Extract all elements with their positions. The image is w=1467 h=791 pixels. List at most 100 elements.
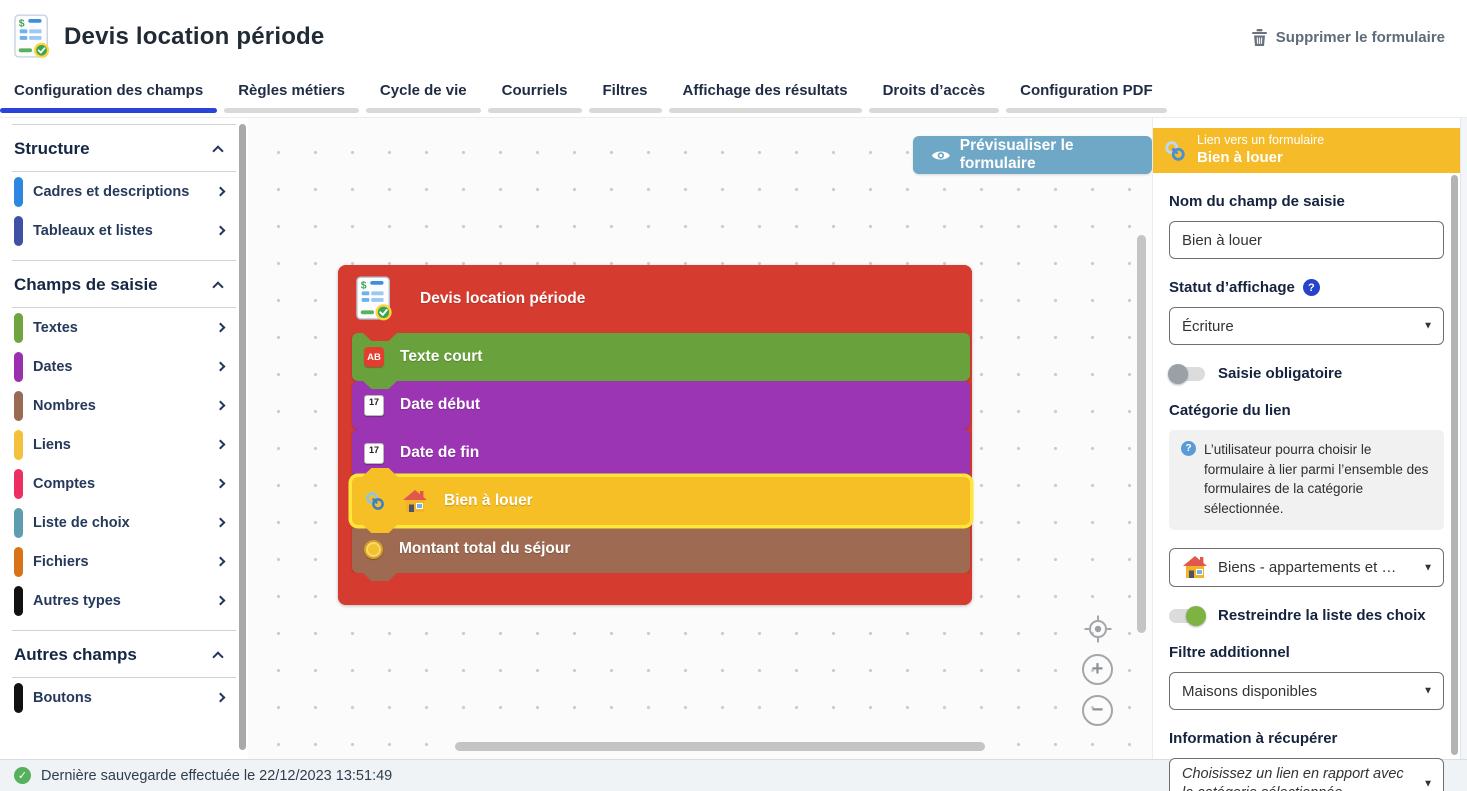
required-toggle-row: Saisie obligatoire bbox=[1168, 363, 1444, 384]
scrollbar-thumb[interactable] bbox=[1137, 235, 1146, 633]
caret-down-icon: ▼ bbox=[1423, 778, 1433, 790]
sidebar-item-cadres-et-descriptions[interactable]: Cadres et descriptions bbox=[10, 172, 238, 211]
sidebar-item-nombres[interactable]: Nombres bbox=[10, 386, 238, 425]
chevron-up-icon bbox=[212, 651, 224, 663]
status-select[interactable]: Écriture ▼ bbox=[1169, 307, 1444, 345]
chevron-right-icon bbox=[215, 225, 226, 236]
svg-text:$: $ bbox=[361, 281, 367, 292]
tab-affichage-des-resultats[interactable]: Affichage des résultats bbox=[668, 74, 862, 113]
form-invoice-icon: $ bbox=[14, 14, 50, 58]
tab-cycle-de-vie[interactable]: Cycle de vie bbox=[365, 74, 481, 113]
required-toggle[interactable] bbox=[1168, 363, 1205, 384]
category-select[interactable]: Biens - appartements et … ▼ bbox=[1169, 548, 1444, 588]
sidebar-item-autres-types[interactable]: Autres types bbox=[10, 581, 238, 620]
divider bbox=[12, 677, 236, 678]
sidebar-item-boutons[interactable]: Boutons bbox=[10, 678, 238, 717]
divider bbox=[12, 124, 236, 125]
required-toggle-label: Saisie obligatoire bbox=[1218, 365, 1343, 382]
block-bien-a-louer-selected[interactable]: Bien à louer bbox=[352, 477, 970, 525]
info-to-retrieve-select[interactable]: Choisissez un lien en rapport avec la ca… bbox=[1169, 758, 1444, 791]
tab-filtres[interactable]: Filtres bbox=[588, 74, 662, 113]
divider bbox=[12, 171, 236, 172]
divider bbox=[12, 260, 236, 261]
sidebar-scrollbar[interactable] bbox=[238, 118, 248, 759]
divider bbox=[12, 630, 236, 631]
coin-icon bbox=[364, 539, 383, 559]
tab-underline bbox=[588, 108, 662, 113]
chevron-right-icon bbox=[215, 478, 226, 489]
additional-filter-select[interactable]: Maisons disponibles ▼ bbox=[1169, 672, 1444, 711]
tab-underline bbox=[0, 108, 218, 113]
tab-underline bbox=[868, 108, 1000, 113]
block-date-debut[interactable]: 17 Date début bbox=[352, 381, 970, 429]
preview-form-label: Prévisualiser le formulaire bbox=[959, 137, 1074, 172]
chevron-up-icon bbox=[212, 281, 224, 293]
sidebar-item-comptes[interactable]: Comptes bbox=[10, 464, 238, 503]
form-container-block[interactable]: $ Devis location période AB Texte cour bbox=[338, 265, 972, 605]
section-autres-champs-header[interactable]: Autres champs bbox=[10, 631, 238, 677]
sidebar-item-liens[interactable]: Liens bbox=[10, 425, 238, 464]
zoom-out-button[interactable]: − bbox=[1082, 695, 1113, 726]
delete-form-button[interactable]: Supprimer le formulaire bbox=[1251, 28, 1445, 47]
color-pill bbox=[14, 429, 23, 460]
chevron-right-icon bbox=[215, 186, 226, 197]
field-properties-panel: Lien vers un formulaire Bien à louer Nom… bbox=[1152, 118, 1460, 791]
panel-header-lien-vers-un-formulaire: Lien vers un formulaire Bien à louer bbox=[1153, 128, 1460, 173]
form-container-block-header[interactable]: $ Devis location période bbox=[338, 265, 972, 333]
color-pill bbox=[14, 468, 23, 499]
info-icon: ? bbox=[1181, 441, 1196, 456]
caret-down-icon: ▼ bbox=[1423, 562, 1433, 574]
tab-underline bbox=[668, 108, 862, 113]
color-pill bbox=[14, 546, 23, 577]
page-gutter bbox=[1460, 118, 1467, 759]
tab-regles-metiers[interactable]: Règles métiers bbox=[224, 74, 359, 113]
sidebar-item-fichiers[interactable]: Fichiers bbox=[10, 542, 238, 581]
tab-configuration-pdf[interactable]: Configuration PDF bbox=[1006, 74, 1167, 113]
eye-icon bbox=[931, 150, 950, 160]
chevron-right-icon bbox=[215, 400, 226, 411]
category-help-text: L’utilisateur pourra choisir le formulai… bbox=[1204, 442, 1429, 516]
last-save-text: Dernière sauvegarde effectuée le 22/12/2… bbox=[41, 767, 393, 784]
section-structure-header[interactable]: Structure bbox=[10, 125, 238, 171]
field-name-input[interactable] bbox=[1169, 221, 1444, 259]
container-block-label: Devis location période bbox=[420, 290, 586, 307]
tab-underline bbox=[1006, 108, 1167, 113]
zoom-in-button[interactable]: + bbox=[1082, 654, 1113, 685]
chevron-up-icon bbox=[212, 145, 224, 157]
scrollbar-thumb[interactable] bbox=[239, 124, 246, 750]
sidebar-item-dates[interactable]: Dates bbox=[10, 347, 238, 386]
panel-scrollbar[interactable] bbox=[1451, 175, 1459, 755]
restrict-toggle-row: Restreindre la liste des choix bbox=[1169, 605, 1444, 626]
svg-text:$: $ bbox=[19, 19, 25, 30]
form-container-block-footer[interactable] bbox=[338, 573, 972, 605]
house-icon bbox=[403, 489, 427, 512]
help-icon[interactable]: ? bbox=[1302, 279, 1320, 296]
scrollbar-thumb[interactable] bbox=[1451, 175, 1458, 755]
zoom-reset-target-icon[interactable] bbox=[1083, 614, 1113, 644]
block-montant-total-du-sejour[interactable]: Montant total du séjour bbox=[352, 525, 970, 573]
tab-droits-dacces[interactable]: Droits d’accès bbox=[868, 74, 1000, 113]
canvas-horizontal-scrollbar[interactable] bbox=[248, 742, 1152, 751]
link-icon bbox=[366, 492, 384, 510]
tab-configuration-des-champs[interactable]: Configuration des champs bbox=[0, 74, 218, 113]
page-header: $ Devis location période Supprimer le fo… bbox=[0, 0, 1467, 74]
sidebar-item-tableaux-et-listes[interactable]: Tableaux et listes bbox=[10, 211, 238, 250]
block-date-de-fin[interactable]: 17 Date de fin bbox=[352, 429, 970, 477]
sidebar-item-liste-de-choix[interactable]: Liste de choix bbox=[10, 503, 238, 542]
block-texte-court[interactable]: AB Texte court bbox=[352, 333, 970, 381]
color-pill bbox=[14, 682, 23, 713]
workspace-canvas[interactable]: Prévisualiser le formulaire $ bbox=[248, 118, 1152, 759]
chevron-right-icon bbox=[215, 439, 226, 450]
section-champs-de-saisie-header[interactable]: Champs de saisie bbox=[10, 261, 238, 307]
panel-body: Nom du champ de saisie Statut d’affichag… bbox=[1153, 173, 1460, 791]
page-title: Devis location période bbox=[64, 23, 325, 50]
field-name-label: Bien à louer bbox=[1197, 148, 1283, 166]
block-palette-sidebar: Structure Cadres et descriptions Tableau… bbox=[0, 118, 238, 759]
restrict-choices-toggle[interactable] bbox=[1169, 605, 1206, 626]
tab-courriels[interactable]: Courriels bbox=[487, 74, 582, 113]
canvas-vertical-scrollbar[interactable] bbox=[1137, 118, 1146, 759]
sidebar-item-textes[interactable]: Textes bbox=[10, 308, 238, 347]
scrollbar-thumb[interactable] bbox=[455, 742, 985, 751]
preview-form-button[interactable]: Prévisualiser le formulaire bbox=[913, 136, 1152, 174]
